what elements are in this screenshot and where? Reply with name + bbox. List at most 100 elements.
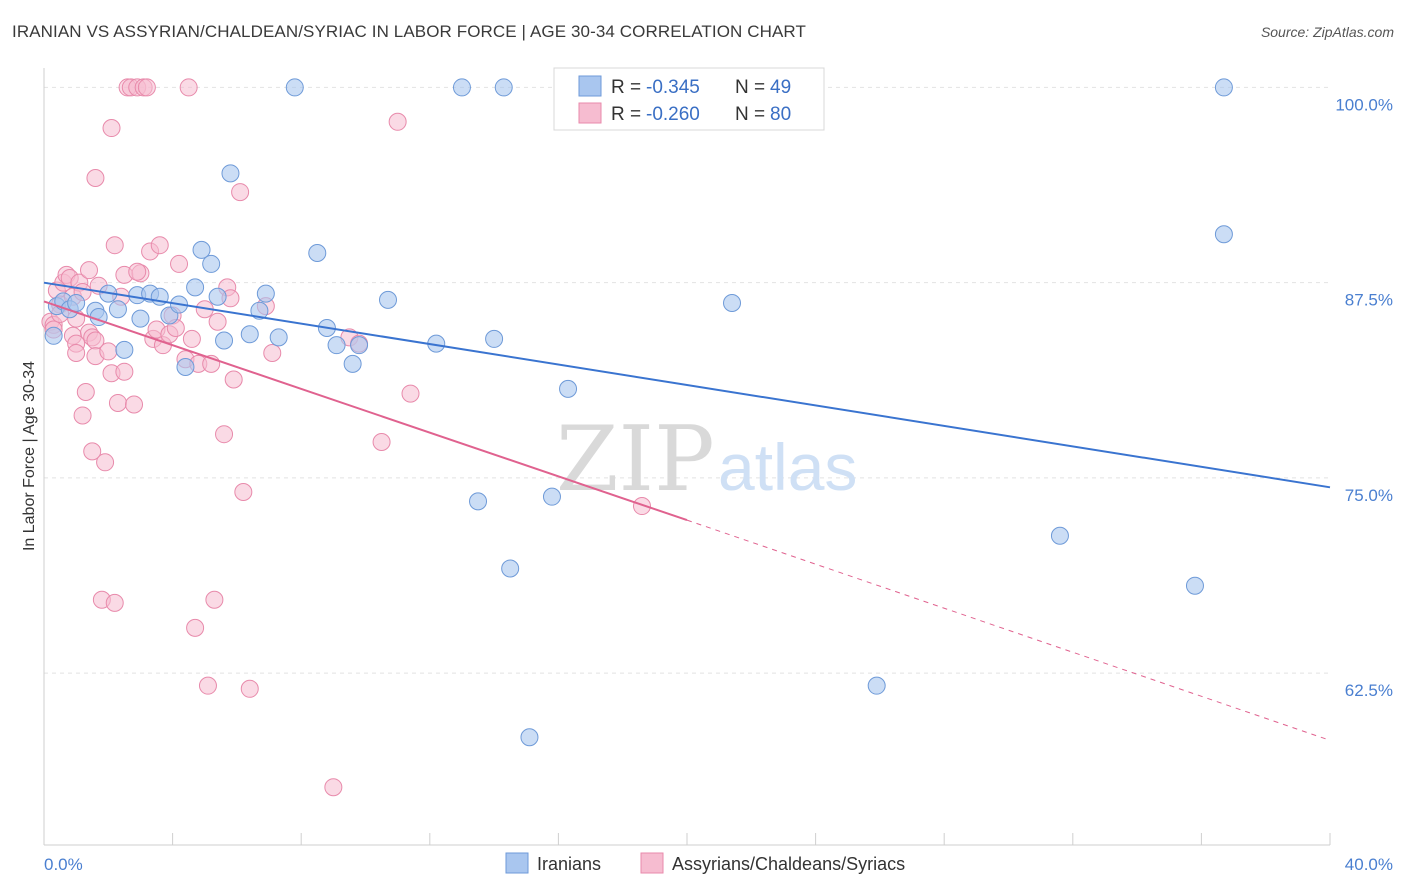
data-point-assyrians	[388, 112, 407, 131]
data-point-iranians	[240, 325, 259, 344]
data-point-iranians	[250, 301, 269, 320]
source-credit: Source: ZipAtlas.com	[1260, 24, 1394, 40]
data-point-assyrians	[263, 343, 282, 362]
stats-legend-r-label-1: R =	[611, 77, 641, 98]
data-point-iranians	[867, 676, 886, 695]
data-point-assyrians	[137, 78, 156, 97]
data-point-iranians	[215, 331, 234, 350]
stats-legend-n-label-2: N =	[735, 104, 765, 125]
stats-legend-swatch-assyrians	[578, 102, 602, 124]
data-point-assyrians	[73, 406, 92, 425]
data-point-assyrians	[186, 618, 205, 637]
data-point-assyrians	[324, 778, 343, 797]
x-tick-labels: 0.0% 40.0%	[44, 855, 1393, 874]
data-point-iranians	[176, 358, 195, 377]
data-point-iranians	[115, 340, 134, 359]
data-point-assyrians	[205, 590, 224, 609]
y-tick-label: 75.0%	[1345, 486, 1393, 505]
data-point-iranians	[343, 354, 362, 373]
watermark-atlas: atlas	[718, 430, 857, 504]
series-legend: Iranians Assyrians/Chaldeans/Syriacs	[505, 852, 905, 874]
data-point-iranians	[108, 300, 127, 319]
data-point-iranians	[1185, 576, 1204, 595]
watermark: ZIP atlas	[556, 407, 857, 512]
data-point-assyrians	[150, 236, 169, 255]
data-point-assyrians	[198, 676, 217, 695]
data-point-assyrians	[105, 593, 124, 612]
data-point-assyrians	[80, 261, 99, 280]
trend-line-iranians	[43, 281, 1331, 489]
y-tick-labels: 62.5% 75.0% 87.5% 100.0%	[1335, 95, 1393, 700]
trend-lines	[43, 281, 1331, 741]
data-point-iranians	[269, 328, 288, 347]
data-point-assyrians	[83, 442, 102, 461]
data-point-iranians	[67, 293, 86, 312]
data-point-assyrians	[215, 425, 234, 444]
data-point-iranians	[1214, 225, 1233, 244]
data-point-assyrians	[208, 312, 227, 331]
data-point-iranians	[192, 240, 211, 259]
data-point-iranians	[327, 336, 346, 355]
stats-legend: R = -0.345 N = 49 R = -0.260 N = 80	[553, 67, 825, 131]
legend-label-assyrians: Assyrians/Chaldeans/Syriacs	[672, 854, 905, 874]
data-point-assyrians	[86, 169, 105, 188]
y-tick-label: 100.0%	[1335, 95, 1393, 114]
data-point-iranians	[202, 254, 221, 273]
stats-legend-n-value-1: 49	[770, 77, 791, 98]
data-point-assyrians	[76, 383, 95, 402]
data-point-assyrians	[102, 119, 121, 138]
data-point-iranians	[208, 287, 227, 306]
data-point-iranians	[501, 559, 520, 578]
data-point-assyrians	[67, 343, 86, 362]
data-point-assyrians	[105, 236, 124, 255]
legend-swatch-assyrians	[640, 852, 664, 874]
axes	[43, 68, 1331, 846]
data-point-iranians	[1214, 78, 1233, 97]
data-point-assyrians	[99, 342, 118, 361]
data-point-assyrians	[125, 395, 144, 414]
y-axis-label: In Labor Force | Age 30-34	[21, 361, 38, 551]
data-point-assyrians	[170, 254, 189, 273]
data-point-iranians	[131, 309, 150, 328]
trend-line-assyrians	[43, 300, 688, 522]
stats-legend-n-label-1: N =	[735, 77, 765, 98]
trend-line-assyrians-extension	[686, 519, 1331, 741]
data-point-iranians	[350, 336, 369, 355]
data-point-iranians	[256, 284, 275, 303]
legend-swatch-iranians	[505, 852, 529, 874]
data-point-iranians	[44, 326, 63, 345]
data-point-assyrians	[182, 329, 201, 348]
stats-legend-r-value-1: -0.345	[646, 77, 700, 98]
data-point-assyrians	[108, 393, 127, 412]
data-point-iranians	[559, 379, 578, 398]
stats-legend-swatch-iranians	[578, 75, 602, 97]
data-point-iranians	[186, 278, 205, 297]
x-tick-label: 0.0%	[44, 855, 83, 874]
y-tick-label: 62.5%	[1345, 681, 1393, 700]
data-point-assyrians	[179, 78, 198, 97]
data-point-assyrians	[96, 453, 115, 472]
series-iranians-points	[44, 78, 1233, 747]
data-point-assyrians	[372, 433, 391, 452]
x-tick-label: 40.0%	[1345, 855, 1393, 874]
data-point-iranians	[485, 329, 504, 348]
data-point-iranians	[723, 293, 742, 312]
y-tick-label: 87.5%	[1345, 291, 1393, 310]
stats-legend-n-value-2: 80	[770, 104, 791, 125]
chart-title: IRANIAN VS ASSYRIAN/CHALDEAN/SYRIAC IN L…	[12, 22, 806, 41]
data-point-iranians	[379, 290, 398, 309]
data-point-assyrians	[115, 362, 134, 381]
watermark-zip: ZIP	[556, 407, 715, 512]
data-point-iranians	[542, 487, 561, 506]
data-point-assyrians	[231, 183, 250, 202]
data-point-assyrians	[224, 370, 243, 389]
data-point-iranians	[469, 492, 488, 511]
data-point-iranians	[494, 78, 513, 97]
data-point-assyrians	[632, 497, 651, 516]
data-point-assyrians	[240, 679, 259, 698]
stats-legend-r-value-2: -0.260	[646, 104, 700, 125]
data-point-iranians	[221, 164, 240, 183]
data-point-assyrians	[234, 482, 253, 501]
data-point-iranians	[520, 728, 539, 747]
